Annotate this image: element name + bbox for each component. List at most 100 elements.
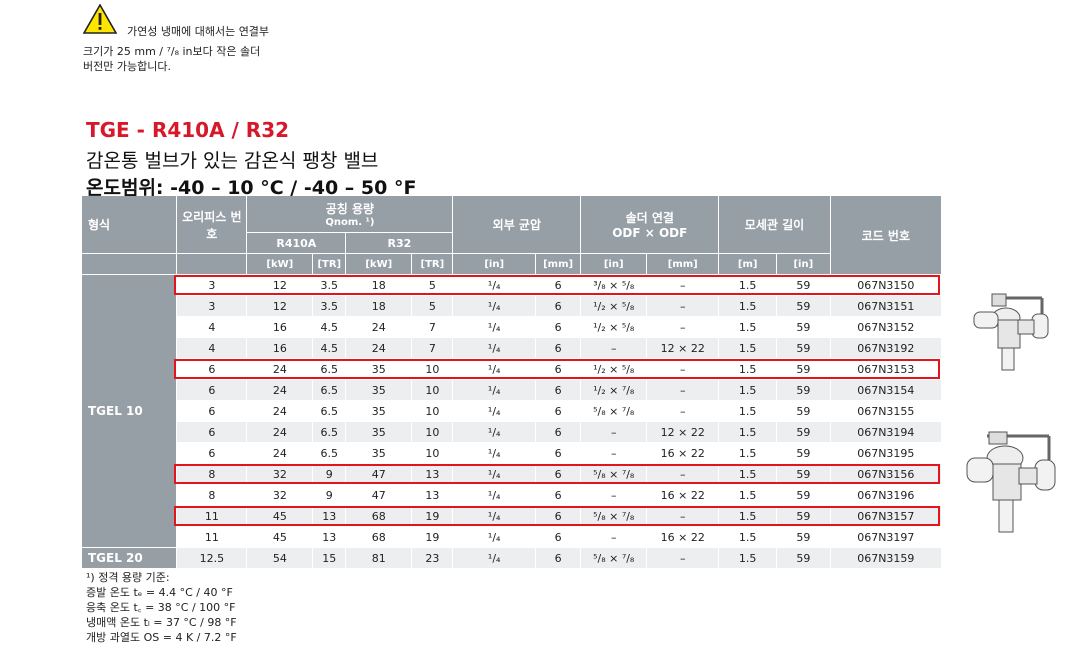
table-cell: 10 <box>411 442 454 464</box>
table-cell: 067N3196 <box>830 484 943 506</box>
table-cell: 6 <box>176 442 248 464</box>
table-cell: 6.5 <box>312 379 347 401</box>
table-cell: – <box>646 547 720 569</box>
table-cell: 1.5 <box>718 295 778 317</box>
table-cell: 4.5 <box>312 316 347 338</box>
table-cell: ³/₈ × ⁵/₈ <box>580 274 648 296</box>
table-cell: 1.5 <box>718 463 778 485</box>
table-cell: 47 <box>345 484 413 506</box>
table-cell: 59 <box>776 295 831 317</box>
table-cell: 6 <box>176 400 248 422</box>
table-cell: 81 <box>345 547 413 569</box>
table-cell: 24 <box>246 358 314 380</box>
table-cell: 59 <box>776 379 831 401</box>
table-row: 3 12 3.5 18 5 ¹/₄ 6 ¹/₂ × ⁵/₈ –1.5 59 067N3151 <box>82 295 943 317</box>
table-cell: 24 <box>246 442 314 464</box>
table-cell: 1.5 <box>718 400 778 422</box>
table-cell: 6 <box>535 400 582 422</box>
table-cell: 12 × 22 <box>646 337 720 359</box>
table-cell: – <box>646 505 720 527</box>
table-cell: 24 <box>246 379 314 401</box>
table-cell: 16 × 22 <box>646 526 720 548</box>
table-cell: ⁵/₈ × ⁷/₈ <box>580 505 648 527</box>
table-cell: – <box>646 295 720 317</box>
table-cell: ¹/₂ × ⁵/₈ <box>580 295 648 317</box>
table-cell: 9 <box>312 463 347 485</box>
table-cell: 59 <box>776 274 831 296</box>
product-subtitle: 감온통 벌브가 있는 감온식 팽창 밸브 <box>86 150 379 172</box>
table-cell: 5 <box>411 295 454 317</box>
table-cell: – <box>646 400 720 422</box>
valve-tgel10-image <box>973 293 1049 371</box>
table-cell: 35 <box>345 358 413 380</box>
table-cell: 8 <box>176 484 248 506</box>
table-cell: 6 <box>535 526 582 548</box>
table-cell: 067N3159 <box>830 547 943 569</box>
table-cell: 45 <box>246 505 314 527</box>
table-cell: 067N3192 <box>830 337 943 359</box>
footnote-line: ¹) 정격 용량 기준: <box>86 571 170 584</box>
unit-mm-solder: [mm] <box>646 253 720 275</box>
capacity-header-sub: Qnom. ¹) <box>325 216 375 228</box>
table-cell: 4 <box>176 316 248 338</box>
table-cell: 59 <box>776 421 831 443</box>
table-cell: 16 × 22 <box>646 442 720 464</box>
table-cell: 12 <box>246 274 314 296</box>
table-cell: 59 <box>776 484 831 506</box>
table-row: TGEL 20 12.5 54 15 81 23 ¹/₄ 6 ⁵/₈ × ⁷/₈ –1.5 59 06… <box>82 547 943 569</box>
unit-in-solder: [in] <box>580 253 648 275</box>
table-cell: ⁵/₈ × ⁷/₈ <box>580 547 648 569</box>
table-cell: – <box>580 337 648 359</box>
table-cell: 1.5 <box>718 337 778 359</box>
table-cell: 8 <box>176 463 248 485</box>
table-cell: 24 <box>246 421 314 443</box>
table-cell: ¹/₄ <box>452 547 536 569</box>
table-cell: – <box>646 316 720 338</box>
table-cell: 32 <box>246 484 314 506</box>
table-cell: 1.5 <box>718 379 778 401</box>
table-cell: 6 <box>535 316 582 338</box>
table-row: 8 32 9 47 13 ¹/₄ 6 ⁵/₈ × ⁷/₈ –1.5 59 067N3156 <box>82 463 943 485</box>
table-cell: 23 <box>411 547 454 569</box>
footnote: ¹) 정격 용량 기준: 증발 온도 tₑ = 4.4 °C / 40 °F 응… <box>86 570 237 645</box>
valve-tgel20-image <box>966 431 1056 533</box>
table-cell: 3.5 <box>312 274 347 296</box>
table-row: 6 24 6.5 35 10 ¹/₄ 6–12 × 22 1.5 59 067N3194 <box>82 421 943 443</box>
table-cell: 16 × 22 <box>646 484 720 506</box>
unit-in-equalizer: [in] <box>452 253 536 275</box>
table-cell: 12 <box>246 295 314 317</box>
col-equalizer-header: 외부 균압 <box>452 196 582 254</box>
table-cell: 6.5 <box>312 400 347 422</box>
table-cell: 59 <box>776 463 831 485</box>
table-cell: 11 <box>176 526 248 548</box>
table-cell: 6 <box>176 358 248 380</box>
table-cell: ¹/₄ <box>452 358 536 380</box>
table-cell: 6 <box>535 295 582 317</box>
table-cell: 067N3155 <box>830 400 943 422</box>
table-cell: 1.5 <box>718 421 778 443</box>
table-row: 6 24 6.5 35 10 ¹/₄ 6 ¹/₂ × ⁷/₈ –1.5 59 067N3154 <box>82 379 943 401</box>
table-row: 6 24 6.5 35 10 ¹/₄ 6–16 × 22 1.5 59 067N3195 <box>82 442 943 464</box>
table-cell: 3.5 <box>312 295 347 317</box>
col-orifice-header: 오리피스 번호 <box>176 196 248 254</box>
table-cell: ¹/₄ <box>452 442 536 464</box>
table-row: 4 16 4.5 24 7 ¹/₄ 6 ¹/₂ × ⁵/₈ –1.5 59 067N3152 <box>82 316 943 338</box>
table-row: 11 45 13 68 19 ¹/₄ 6 ⁵/₈ × ⁷/₈ –1.5 59 067N3157 <box>82 505 943 527</box>
table-cell: 35 <box>345 379 413 401</box>
table-cell: 6 <box>176 421 248 443</box>
table-cell: 35 <box>345 400 413 422</box>
type-cell: TGEL 20 <box>82 547 178 569</box>
table-cell: – <box>580 484 648 506</box>
table-cell: 9 <box>312 484 347 506</box>
table-row: 6 24 6.5 35 10 ¹/₄ 6 ⁵/₈ × ⁷/₈ –1.5 59 067N3155 <box>82 400 943 422</box>
table-cell: 067N3195 <box>830 442 943 464</box>
table-cell: 59 <box>776 358 831 380</box>
table-row: 6 24 6.5 35 10 ¹/₄ 6 ¹/₂ × ⁵/₈ –1.5 59 067N3153 <box>82 358 943 380</box>
unit-kw-r410a: [kW] <box>246 253 314 275</box>
table-cell: 68 <box>345 505 413 527</box>
table-cell: 6 <box>176 379 248 401</box>
col-solder-header: 솔더 연결 ODF × ODF <box>580 196 720 254</box>
table-cell: 59 <box>776 442 831 464</box>
table-cell: 067N3150 <box>830 274 943 296</box>
footnote-line: 개방 과열도 OS = 4 K / 7.2 °F <box>86 631 237 644</box>
